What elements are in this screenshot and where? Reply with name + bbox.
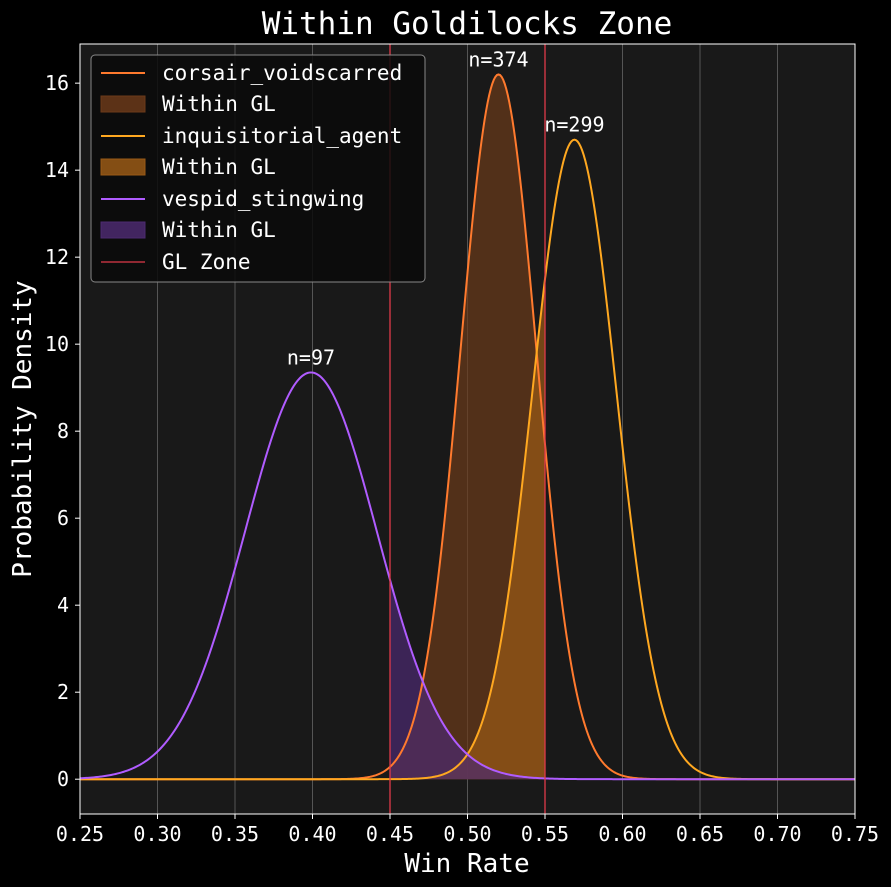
within-gl-fill-inquisitorial-agent [390,279,545,780]
x-axis-label: Win Rate [404,849,529,879]
y-tick-label: 10 [45,332,69,356]
x-axis-ticks: 0.25 0.30 0.35 0.40 0.45 0.50 0.55 0.60 0.65 0.70… [56,814,879,846]
n-label-corsair-voidscarred: n=374 [468,47,528,71]
y-tick-label: 6 [57,506,69,530]
legend-label-gl-zone: GL Zone [162,250,251,274]
x-tick-label: 0.50 [443,822,491,846]
legend-label-vespid-stingwing: vespid_stingwing [162,187,364,211]
x-tick-label: 0.35 [211,822,259,846]
x-tick-label: 0.70 [753,822,801,846]
density-line-vespid-stingwing [79,371,855,781]
density-lines [79,73,855,781]
y-tick-label: 4 [57,593,69,617]
legend-label-corsair-voidscarred: corsair_voidscarred [162,61,402,85]
legend-label-corsair-within-gl: Within GL [162,92,276,116]
y-tick-label: 14 [45,158,69,182]
legend-box [90,54,426,283]
within-gl-fill-vespid-stingwing [390,579,545,780]
x-tick-label: 0.60 [598,822,646,846]
x-tick-label: 0.25 [56,822,104,846]
x-tick-label: 0.55 [521,822,569,846]
x-tick-label: 0.65 [676,822,724,846]
y-axis-ticks: 0 2 4 6 8 10 12 14 16 [45,71,80,791]
legend-label-vespid-within-gl: Within GL [162,218,276,242]
x-tick-label: 0.75 [831,822,879,846]
y-tick-label: 8 [57,419,69,443]
y-tick-label: 12 [45,245,69,269]
sample-size-labels: n=374 n=299 n=97 [287,47,605,369]
legend: corsair_voidscarred Within GL inquisitor… [90,54,426,283]
legend-label-inquisitorial-agent: inquisitorial_agent [162,124,402,148]
y-tick-label: 16 [45,71,69,95]
y-tick-label: 0 [57,767,69,791]
y-tick-label: 2 [57,680,69,704]
x-tick-label: 0.45 [366,822,414,846]
n-label-inquisitorial-agent: n=299 [544,113,604,137]
legend-patch-corsair-within-gl [100,95,146,113]
chart-title: Within Goldilocks Zone [262,6,673,42]
x-tick-label: 0.40 [288,822,336,846]
x-tick-label: 0.30 [133,822,181,846]
legend-patch-inquisitorial-within-gl [100,158,146,176]
n-label-vespid-stingwing: n=97 [287,345,335,369]
legend-patch-vespid-within-gl [100,221,146,239]
legend-label-inquisitorial-within-gl: Within GL [162,155,276,179]
y-axis-label: Probability Density [8,280,38,577]
